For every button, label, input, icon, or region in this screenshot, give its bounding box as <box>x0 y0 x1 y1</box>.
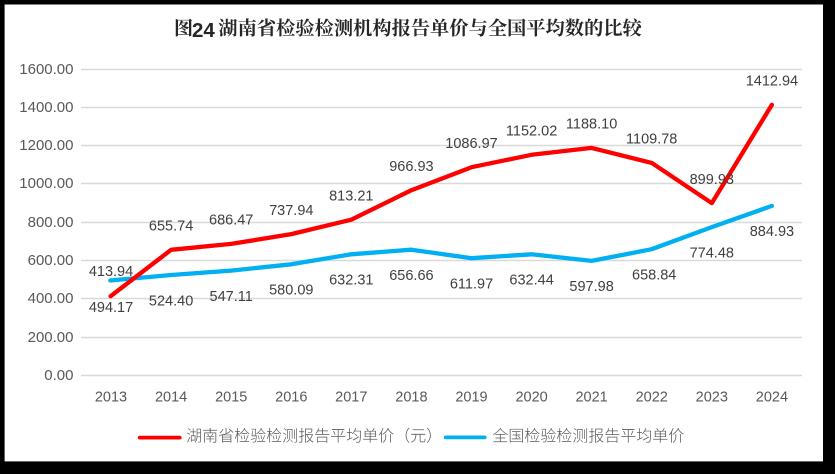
svg-text:2020: 2020 <box>515 390 547 406</box>
svg-text:524.40: 524.40 <box>149 293 193 309</box>
svg-text:737.94: 737.94 <box>269 203 313 219</box>
svg-text:1109.78: 1109.78 <box>626 132 677 148</box>
svg-text:2021: 2021 <box>575 390 607 406</box>
svg-text:200.00: 200.00 <box>28 329 74 346</box>
svg-text:2014: 2014 <box>155 390 187 406</box>
svg-text:1086.97: 1086.97 <box>445 136 497 152</box>
svg-text:1188.10: 1188.10 <box>566 117 617 133</box>
svg-text:580.09: 580.09 <box>269 283 313 299</box>
svg-text:774.48: 774.48 <box>690 245 734 261</box>
svg-text:1000.00: 1000.00 <box>19 175 73 192</box>
svg-text:2018: 2018 <box>395 390 427 406</box>
svg-text:597.98: 597.98 <box>569 279 613 295</box>
svg-text:632.44: 632.44 <box>509 273 553 289</box>
svg-text:600.00: 600.00 <box>28 252 74 269</box>
svg-text:884.93: 884.93 <box>750 224 794 240</box>
svg-text:1152.02: 1152.02 <box>506 124 557 140</box>
svg-text:658.84: 658.84 <box>632 268 676 284</box>
svg-text:1400.00: 1400.00 <box>19 99 73 116</box>
svg-text:899.93: 899.93 <box>690 172 734 188</box>
svg-text:400.00: 400.00 <box>28 290 74 307</box>
svg-text:813.21: 813.21 <box>329 188 373 204</box>
svg-text:24: 24 <box>192 19 215 42</box>
svg-text:1412.94: 1412.94 <box>746 74 798 90</box>
svg-text:656.66: 656.66 <box>389 268 433 284</box>
svg-text:547.11: 547.11 <box>210 289 253 305</box>
svg-text:2015: 2015 <box>215 390 247 406</box>
svg-text:494.17: 494.17 <box>89 300 133 316</box>
svg-text:2013: 2013 <box>95 390 127 406</box>
svg-text:413.94: 413.94 <box>89 264 133 280</box>
svg-text:2016: 2016 <box>275 390 307 406</box>
svg-text:1200.00: 1200.00 <box>19 137 73 154</box>
svg-text:2017: 2017 <box>335 390 367 406</box>
svg-text:2023: 2023 <box>696 390 728 406</box>
svg-text:2019: 2019 <box>455 390 487 406</box>
svg-text:966.93: 966.93 <box>389 159 433 175</box>
svg-text:611.97: 611.97 <box>450 277 493 293</box>
svg-text:800.00: 800.00 <box>28 214 74 231</box>
svg-text:2024: 2024 <box>756 390 788 406</box>
svg-text:655.74: 655.74 <box>149 219 193 235</box>
svg-text:0.00: 0.00 <box>44 367 73 384</box>
svg-text:2022: 2022 <box>636 390 668 406</box>
svg-text:1600.00: 1600.00 <box>19 61 73 78</box>
svg-text:632.31: 632.31 <box>329 273 373 289</box>
svg-text:686.47: 686.47 <box>209 213 253 229</box>
